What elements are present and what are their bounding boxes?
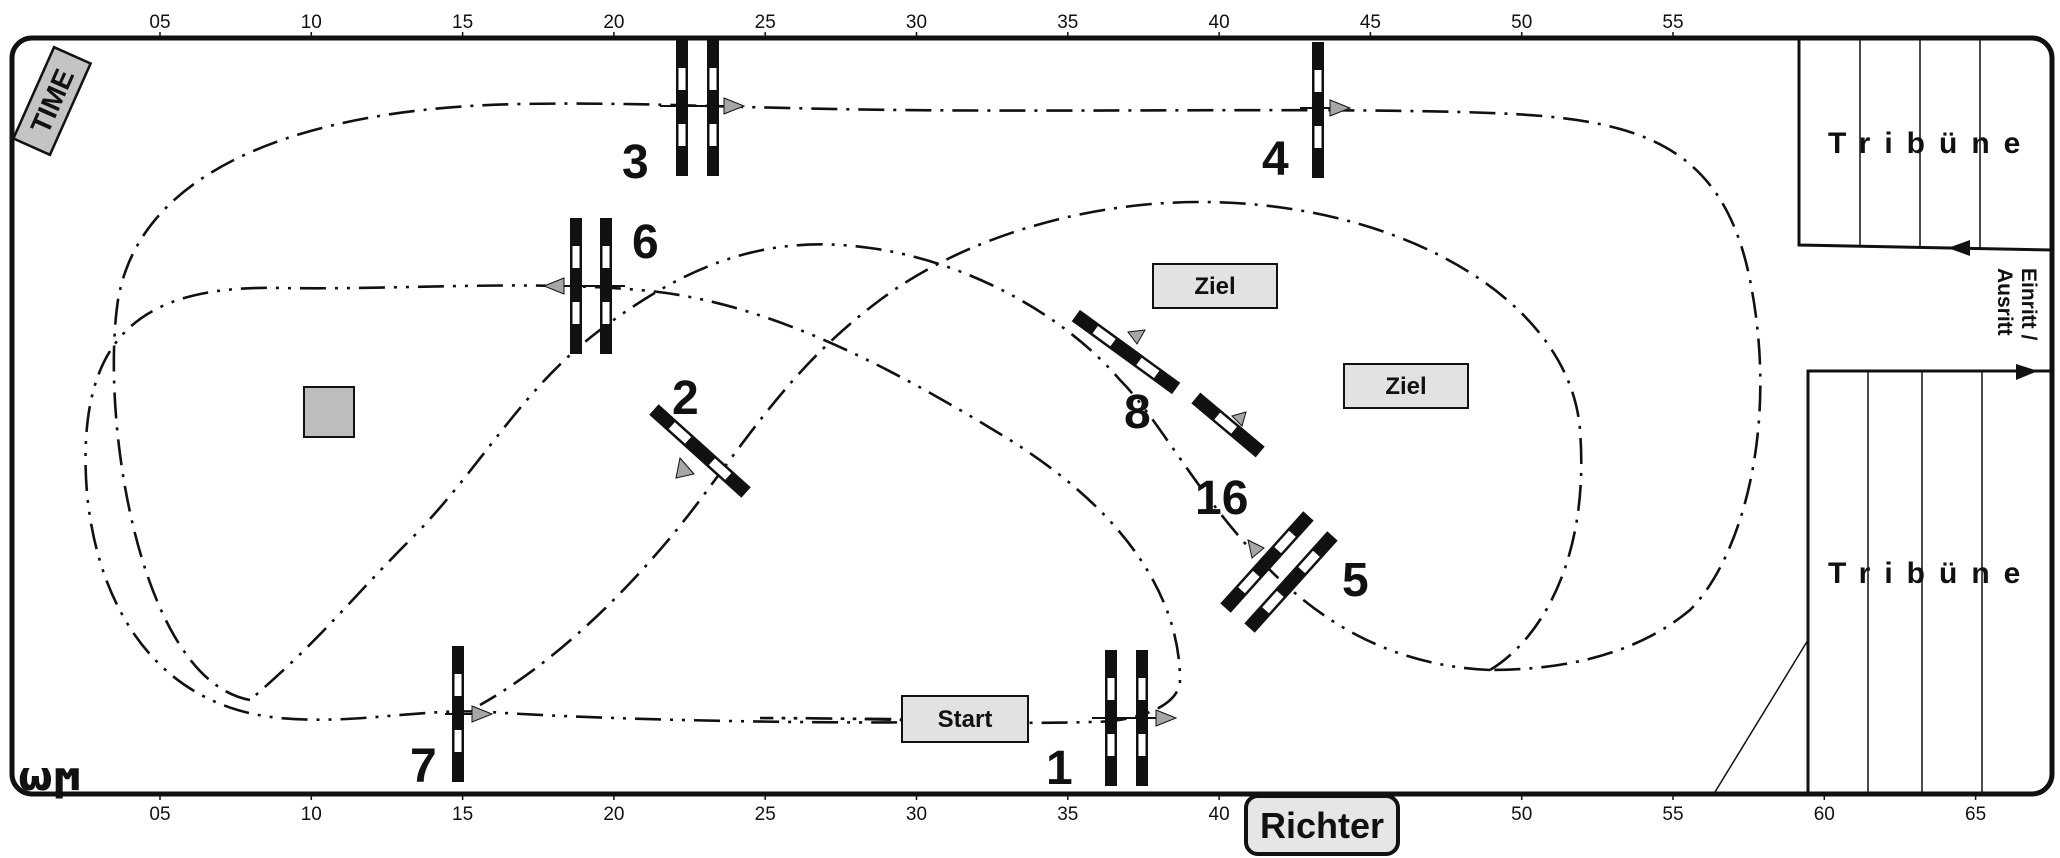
svg-text:Start: Start [938, 706, 993, 733]
obstacle-7: 7 [410, 646, 494, 793]
svg-text:Einritt /: Einritt / [2017, 268, 2040, 340]
ruler-bottom-label-20: 20 [603, 804, 624, 825]
ruler-bottom-label-25: 25 [755, 804, 776, 825]
ruler-top-label-05: 05 [149, 12, 170, 33]
svg-text:4: 4 [1262, 133, 1289, 186]
ruler-top-label-45: 45 [1360, 12, 1381, 33]
svg-text:1: 1 [1046, 742, 1073, 795]
ruler-bottom-label-50: 50 [1511, 804, 1532, 825]
ruler-top-label-40: 40 [1209, 12, 1230, 33]
svg-text:7: 7 [410, 740, 437, 793]
svg-text:Richter: Richter [1260, 805, 1384, 846]
ruler-top-label-15: 15 [452, 12, 473, 33]
square-obstacle [303, 386, 355, 438]
ruler-bottom-label-35: 35 [1057, 804, 1078, 825]
obstacle-6: 6 [542, 216, 659, 354]
obstacle-5: 5 [1220, 511, 1369, 633]
ruler-top-label-20: 20 [603, 12, 624, 33]
ruler-top-label-10: 10 [301, 12, 322, 33]
ruler-bottom-label-60: 60 [1814, 804, 1835, 825]
ruler-bottom-label-05: 05 [149, 804, 170, 825]
ruler-bottom: 05101520253035404550556065 [149, 794, 1986, 825]
grandstand-bottom: Tribüne [1714, 364, 2052, 793]
grandstand-top-label: Tribüne [1828, 127, 2034, 160]
obstacle-8: 8 [1071, 309, 1181, 439]
ruler-top-label-25: 25 [755, 12, 776, 33]
obstacle-3: 3 [622, 40, 746, 189]
svg-text:3: 3 [622, 136, 649, 189]
ruler-bottom-label-55: 55 [1662, 804, 1683, 825]
start-marker: Start [901, 695, 1029, 743]
ruler-top-label-50: 50 [1511, 12, 1532, 33]
ruler-top-label-55: 55 [1662, 12, 1683, 33]
svg-text:8: 8 [1124, 386, 1151, 439]
time-clock: TIME [11, 45, 93, 157]
svg-text:2: 2 [672, 372, 699, 425]
ruler-bottom-label-10: 10 [301, 804, 322, 825]
judge-box: Richter [1244, 794, 1400, 856]
svg-text:Ziel: Ziel [1194, 273, 1235, 300]
obstacle-16: 16 [1191, 392, 1265, 525]
ruler-top-label-35: 35 [1057, 12, 1078, 33]
svg-text:6: 6 [632, 216, 659, 269]
ruler-top-label-30: 30 [906, 12, 927, 33]
grandstand-top: Tribüne [1797, 38, 2053, 256]
grandstand-bottom-label: Tribüne [1828, 557, 2034, 590]
arena-boundary [9, 35, 2055, 797]
ruler-top: 05 10 15 20 25 30 35 40 45 50 55 [149, 12, 1684, 38]
finish-marker-1: Ziel [1152, 263, 1278, 309]
svg-text:5: 5 [1342, 554, 1369, 607]
ruler-bottom-label-30: 30 [906, 804, 927, 825]
svg-text:16: 16 [1195, 472, 1248, 525]
designer-logo: ωϻ [18, 754, 82, 800]
obstacle-1: 1 [1046, 650, 1178, 795]
svg-text:Ausritt: Ausritt [1993, 268, 2016, 336]
course-route [84, 102, 1762, 725]
entrance-exit-label: Einritt / Ausritt [1993, 268, 2040, 340]
finish-marker-2: Ziel [1343, 363, 1469, 409]
svg-text:Ziel: Ziel [1385, 373, 1426, 400]
ruler-bottom-label-15: 15 [452, 804, 473, 825]
obstacle-2: 2 [649, 372, 751, 498]
obstacle-4: 4 [1262, 42, 1352, 186]
ruler-bottom-label-65: 65 [1965, 804, 1986, 825]
ruler-bottom-label-40: 40 [1209, 804, 1230, 825]
